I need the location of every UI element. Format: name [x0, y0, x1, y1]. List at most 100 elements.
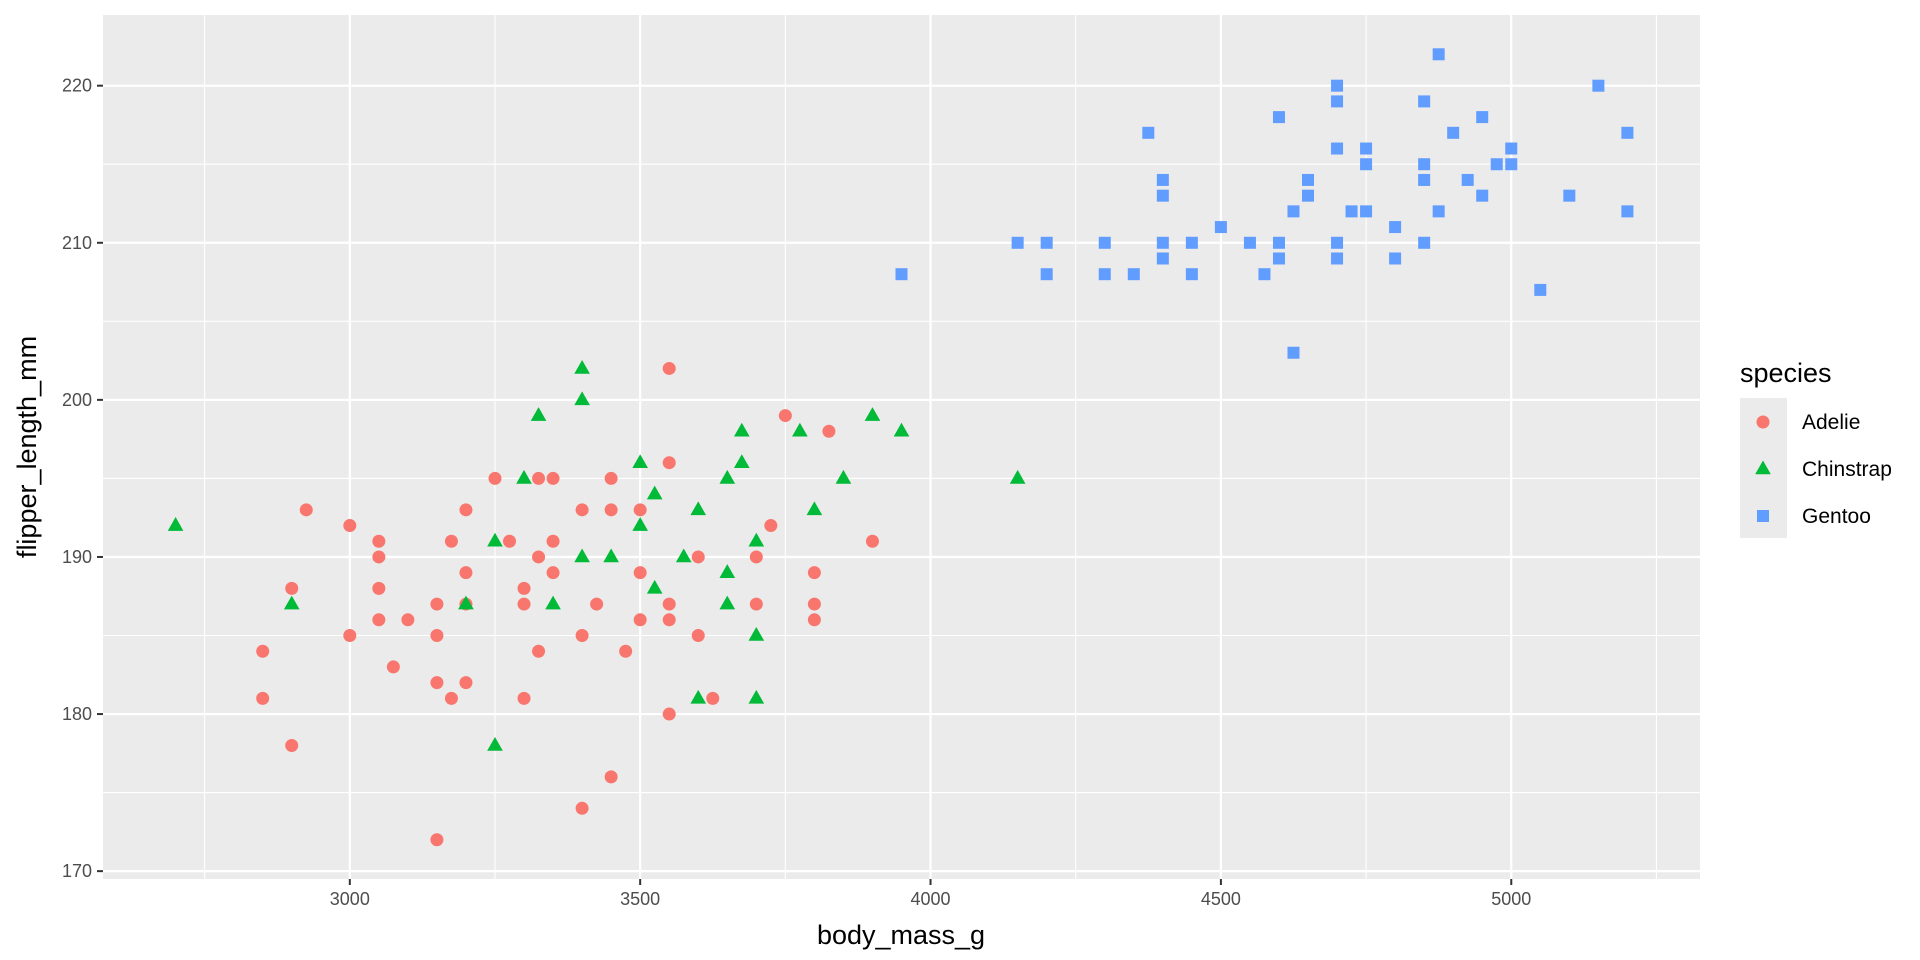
point-gentoo — [1156, 252, 1169, 265]
point-gentoo — [1331, 252, 1344, 265]
point-adelie — [444, 534, 458, 548]
point-gentoo — [1432, 205, 1445, 218]
point-adelie — [430, 833, 444, 847]
point-chinstrap — [719, 564, 736, 578]
point-adelie — [546, 471, 560, 485]
y-tick-label: 170 — [62, 861, 92, 881]
point-gentoo — [1621, 205, 1634, 218]
point-gentoo — [1302, 173, 1315, 186]
point-gentoo — [1331, 79, 1344, 92]
point-gentoo — [1418, 236, 1431, 249]
point-gentoo — [1272, 252, 1285, 265]
point-chinstrap — [792, 422, 808, 437]
point-chinstrap — [893, 422, 910, 437]
point-gentoo — [1418, 173, 1431, 186]
grid-major — [103, 15, 1700, 879]
point-gentoo — [1534, 283, 1547, 296]
point-gentoo — [1142, 126, 1155, 139]
point-gentoo — [1621, 126, 1634, 139]
point-adelie — [546, 534, 560, 548]
point-gentoo — [1490, 158, 1503, 171]
point-gentoo — [1592, 79, 1605, 92]
point-adelie — [285, 738, 299, 752]
point-chinstrap — [806, 501, 823, 516]
legend-title: species — [1740, 358, 1832, 388]
point-gentoo — [1432, 48, 1445, 61]
point-chinstrap — [835, 469, 852, 484]
point-adelie — [749, 597, 763, 611]
point-adelie — [532, 644, 546, 658]
point-gentoo — [1011, 236, 1024, 249]
y-tick-label: 220 — [62, 76, 92, 96]
point-chinstrap — [632, 517, 648, 531]
point-chinstrap — [516, 469, 532, 484]
point-gentoo — [1272, 236, 1285, 249]
point-adelie — [662, 597, 676, 611]
point-adelie — [517, 597, 531, 611]
point-chinstrap — [574, 359, 590, 374]
point-gentoo — [1287, 346, 1300, 359]
point-gentoo — [1345, 205, 1358, 218]
point-chinstrap — [690, 689, 707, 704]
point-adelie — [604, 770, 618, 784]
legend-key-chinstrap — [1755, 460, 1771, 475]
point-adelie — [575, 801, 589, 815]
point-adelie — [575, 503, 589, 517]
point-adelie — [517, 691, 531, 705]
point-adelie — [546, 566, 560, 580]
point-adelie — [706, 691, 720, 705]
point-adelie — [444, 691, 458, 705]
point-gentoo — [1461, 173, 1474, 186]
series-gentoo — [895, 48, 1634, 359]
point-adelie — [662, 361, 676, 375]
point-adelie — [299, 503, 313, 517]
legend-label-chinstrap: Chinstrap — [1802, 458, 1892, 481]
y-tick-label: 200 — [62, 390, 92, 410]
point-adelie — [459, 676, 473, 690]
point-gentoo — [1360, 158, 1373, 171]
point-adelie — [633, 503, 647, 517]
point-adelie — [822, 424, 836, 438]
point-gentoo — [1505, 142, 1518, 155]
point-chinstrap — [733, 454, 750, 468]
point-adelie — [604, 471, 618, 485]
point-chinstrap — [646, 579, 663, 594]
point-chinstrap — [574, 391, 590, 406]
legend-label-adelie: Adelie — [1802, 411, 1860, 434]
point-adelie — [503, 534, 517, 548]
point-gentoo — [1389, 221, 1402, 234]
point-adelie — [662, 613, 676, 627]
point-adelie — [386, 660, 400, 674]
point-adelie — [778, 409, 792, 423]
point-gentoo — [1360, 142, 1373, 155]
point-chinstrap — [646, 485, 663, 500]
point-adelie — [590, 597, 604, 611]
point-adelie — [372, 613, 386, 627]
point-adelie — [372, 534, 386, 548]
legend-entries: Adelie Chinstrap Gentoo — [1755, 411, 1892, 528]
point-adelie — [865, 534, 879, 548]
point-gentoo — [1185, 236, 1198, 249]
point-chinstrap — [530, 407, 547, 421]
point-adelie — [343, 629, 357, 643]
point-chinstrap — [748, 627, 765, 641]
series-adelie — [256, 361, 879, 847]
point-gentoo — [1156, 236, 1169, 249]
point-adelie — [256, 691, 270, 705]
point-chinstrap — [574, 548, 590, 563]
point-gentoo — [1040, 236, 1053, 249]
y-tick-label: 180 — [62, 704, 92, 724]
point-gentoo — [1287, 205, 1300, 218]
y-tick-label: 210 — [62, 233, 92, 253]
point-adelie — [430, 597, 444, 611]
point-adelie — [691, 629, 705, 643]
point-adelie — [575, 629, 589, 643]
point-gentoo — [1040, 268, 1053, 281]
point-chinstrap — [1009, 469, 1026, 484]
legend-label-gentoo: Gentoo — [1802, 505, 1871, 528]
point-adelie — [633, 613, 647, 627]
x-axis-title: body_mass_g — [817, 920, 985, 950]
point-gentoo — [1156, 173, 1169, 186]
point-gentoo — [1331, 142, 1344, 155]
point-adelie — [517, 581, 531, 595]
